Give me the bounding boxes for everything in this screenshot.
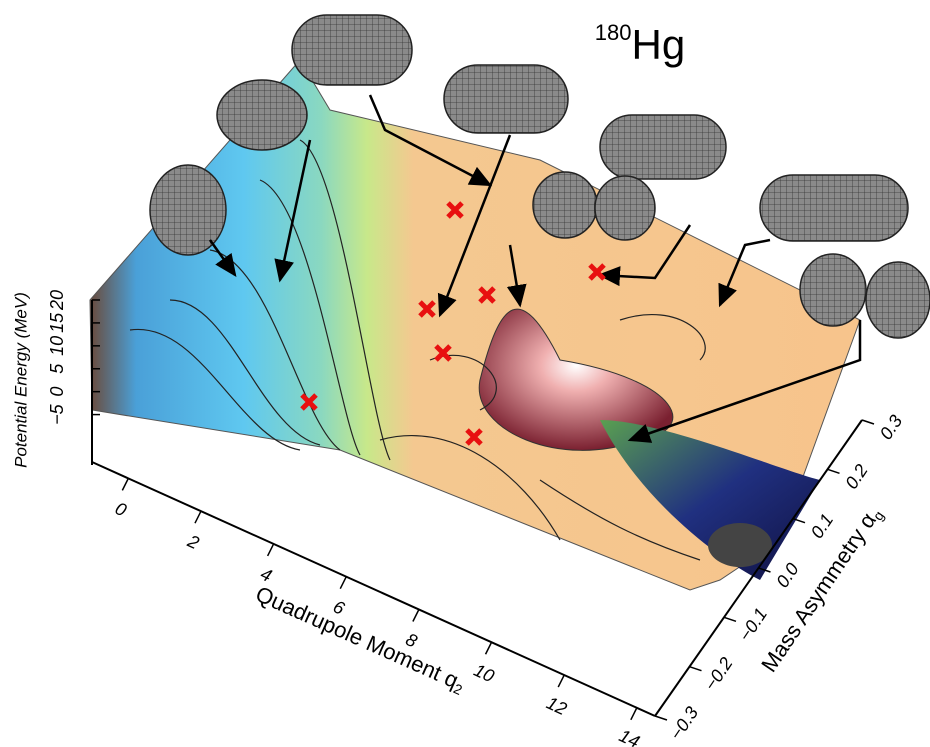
x-tick-label: 0 [112, 498, 130, 520]
x-tick [486, 642, 492, 654]
title-text: Hg [632, 21, 686, 68]
x-tick-label: 14 [616, 725, 643, 747]
chart: 180Hg Quadrupole Moment q2 Mass Asymmetr… [0, 0, 930, 747]
surface [90, 60, 860, 590]
z-tick-label: 5 [47, 363, 67, 374]
y-tick-label: 0.0 [772, 559, 803, 591]
x-tick [195, 511, 201, 523]
y-tick [724, 617, 736, 621]
y-tick-label: 0.3 [876, 411, 907, 443]
x-tick-label: 4 [257, 564, 275, 586]
z-tick-label: 15 [47, 312, 67, 333]
x-tick [413, 609, 419, 621]
x-tick-label: 6 [330, 596, 348, 619]
y-tick-label: −0.1 [735, 604, 771, 645]
z-axis-title: Potential Energy (MeV) [11, 292, 30, 468]
z-tick-label: 20 [47, 290, 67, 311]
x-tick [558, 675, 564, 687]
x-tick-label: 10 [471, 660, 498, 687]
y-tick [690, 667, 702, 671]
chart-title: 180Hg [595, 20, 685, 68]
y-tick [862, 420, 874, 424]
x-tick [268, 544, 274, 556]
y-tick-label: −0.2 [700, 654, 736, 695]
y-tick [828, 469, 840, 473]
x-tick-label: 2 [184, 530, 202, 553]
y-tick-label: 0.1 [807, 510, 838, 542]
x-tick-label: 12 [543, 693, 570, 720]
y-tick-label: −0.3 [666, 703, 702, 744]
x-tick [340, 577, 346, 589]
x-axis-title: Quadrupole Moment q2 [251, 581, 469, 698]
z-tick-label: 10 [47, 336, 67, 356]
title-superscript: 180 [595, 20, 632, 45]
z-tick-label: −5 [47, 403, 67, 425]
y-tick-label: 0.2 [841, 461, 872, 493]
z-tick-label: 0 [47, 387, 67, 397]
x-tick [631, 708, 637, 720]
x-tick-label: 8 [403, 629, 421, 651]
x-tick [122, 478, 128, 490]
y-tick [655, 716, 667, 720]
x-label: Quadrupole Moment q [252, 581, 462, 693]
